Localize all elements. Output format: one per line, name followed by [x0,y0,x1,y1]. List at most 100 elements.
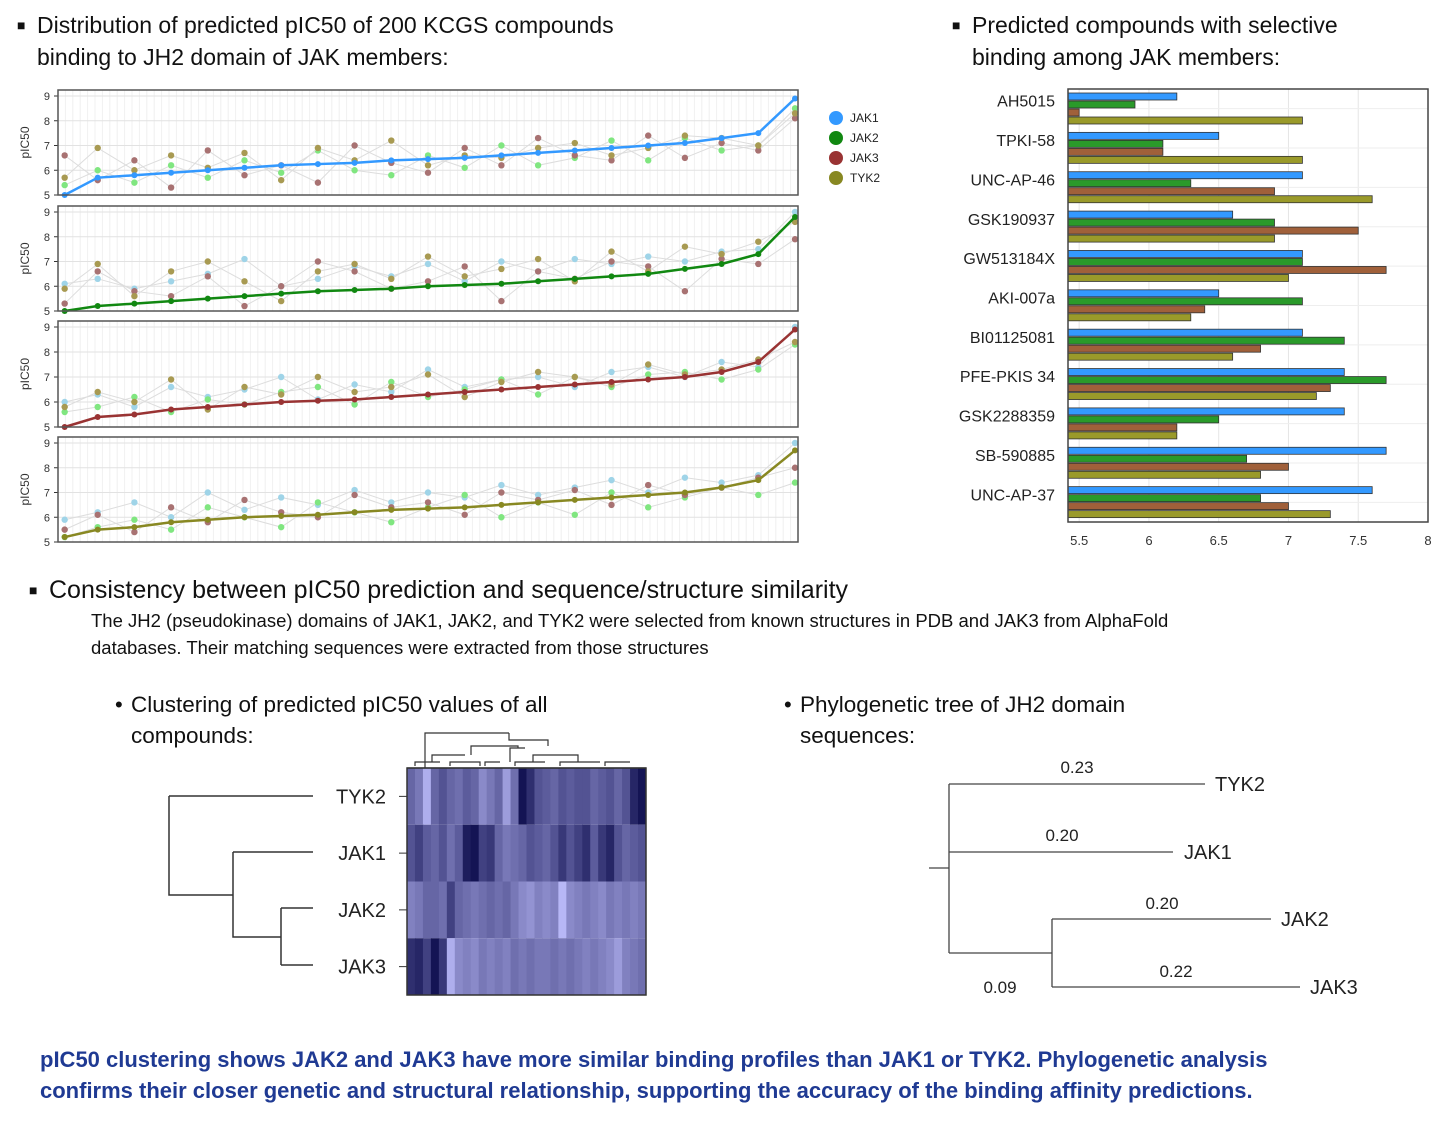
data-point-JAK3 [131,157,138,164]
bar-JAK1 [1067,368,1345,376]
scatter-panel-2: 5 6 7 8 9 pIC50 [18,205,799,318]
data-point-JAK1 [278,373,285,381]
panel-frame [57,436,799,543]
data-point-JAK3 [351,396,358,403]
data-point-JAK2 [498,280,505,287]
paragraph-line: databases. Their matching sequences were… [91,637,709,658]
y-tick-label: 8 [44,347,50,359]
leaf-label: JAK3 [1310,977,1358,999]
heatmap-cell [534,881,543,939]
heatmap-cell [622,824,631,882]
data-point-JAK2 [608,489,615,496]
title-line: sequences: [800,723,916,748]
heatmap-cell [558,881,567,939]
heatmap-cell [478,824,488,882]
data-point-JAK1 [571,147,578,154]
heatmap-cell [638,824,647,882]
heatmap-cell [606,938,615,995]
heatmap-cell [438,768,448,825]
data-point-JAK3 [167,504,175,511]
data-point-JAK3 [131,288,138,295]
data-point-JAK2 [608,273,615,280]
heatmap-cell [407,768,416,825]
phylogenetic-tree: TYK2 JAK1 JAK2 JAK3 0.23 0.20 0.20 0.22 0.09 [929,758,1358,999]
bar-TYK2 [1067,470,1261,479]
bar-JAK2 [1067,179,1192,188]
data-point-JAK1 [351,486,358,494]
data-point-JAK1 [278,494,285,501]
data-point-JAK1 [498,258,505,265]
y-tick-label: 5 [44,190,50,202]
bullet-icon: ■ [952,17,961,33]
heatmap-cell [558,824,567,882]
data-point-TYK2 [425,505,431,512]
data-point-JAK1 [167,278,175,285]
bar-JAK3 [1067,147,1164,156]
data-point-JAK3 [645,263,652,270]
heatmap-cell [446,881,456,939]
data-point-JAK3 [608,258,615,265]
heatmap-cell [550,881,559,939]
heatmap-cell [494,881,504,939]
heatmap-cell [598,881,607,939]
branch-length-label: 0.23 [1060,758,1093,777]
y-tick-label: 9 [44,91,50,103]
data-point-TYK2 [791,338,799,346]
clustering-title: • Clustering of predicted pIC50 values o… [115,689,547,751]
data-point-JAK3 [608,501,615,509]
data-point-TYK2 [718,484,725,491]
branch-length-label: 0.20 [1045,826,1078,845]
heatmap-cell [438,938,448,995]
data-point-TYK2 [718,250,725,258]
data-point-JAK1 [424,366,432,373]
data-point-JAK3 [241,401,248,408]
bar-JAK2 [1067,258,1303,266]
heatmap-cell [574,938,583,995]
heatmap: TYK2 JAK1 JAK2 JAK3 [168,732,647,996]
data-point-JAK2 [534,162,542,169]
heatmap-cell [542,824,551,882]
bar-JAK3 [1067,462,1289,471]
data-point-JAK1 [681,140,688,147]
category-label: BI01125081 [970,330,1055,347]
data-point-JAK2 [388,519,395,526]
consistency-title: ■ Consistency between pIC50 prediction a… [29,574,848,606]
data-point-JAK3 [681,154,689,162]
data-point-JAK1 [791,439,799,447]
data-point-JAK1 [131,499,138,506]
data-point-JAK2 [534,391,542,398]
plot-frame [1067,88,1429,523]
data-point-JAK2 [571,275,578,282]
bar-TYK2 [1067,510,1331,519]
heatmap-cell [542,938,551,995]
data-point-JAK2 [131,393,138,401]
data-point-TYK2 [388,137,395,144]
data-point-TYK2 [314,373,322,381]
data-point-JAK1 [94,174,101,181]
category-label: TPKI-58 [996,133,1055,150]
data-point-JAK1 [718,358,725,366]
legend-label: JAK1 [850,111,879,125]
data-point-TYK2 [792,447,798,454]
leaf-label: TYK2 [1215,774,1265,796]
bar-JAK1 [1067,171,1303,180]
bar-JAK1 [1067,92,1178,101]
data-point-JAK1 [314,275,322,283]
data-point-TYK2 [204,516,211,523]
data-point-JAK3 [608,379,615,385]
y-tick-label: 7 [44,141,50,153]
data-point-TYK2 [645,491,652,498]
data-point-JAK2 [461,282,468,289]
heatmap-cell [550,768,559,825]
data-point-JAK3 [755,147,762,154]
data-point-JAK3 [461,263,468,270]
heatmap-cell [582,938,591,995]
y-tick-label: 7 [44,372,50,384]
heatmap-cell [462,938,472,995]
heatmap-cell [598,824,607,882]
legend-marker-JAK3 [829,151,843,165]
y-axis-label: pIC50 [18,358,32,390]
bar-JAK2 [1067,336,1345,345]
bar-JAK1 [1067,250,1303,258]
heatmap-cell [478,768,488,825]
